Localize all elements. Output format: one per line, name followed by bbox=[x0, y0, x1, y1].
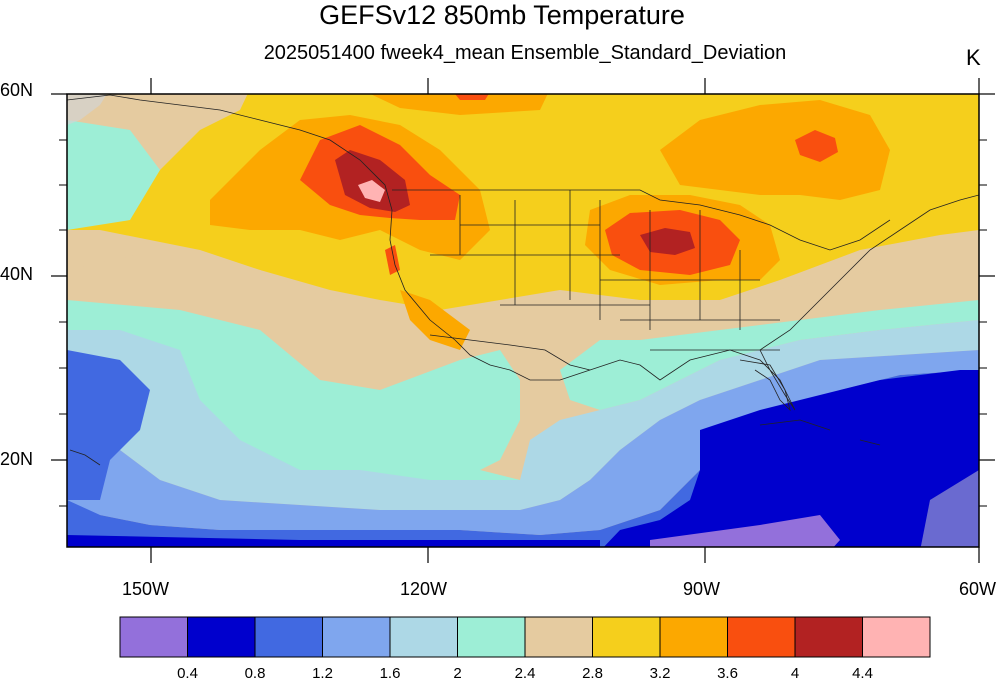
colorbar-swatch bbox=[524, 616, 593, 658]
colorbar-label: 1.6 bbox=[379, 665, 401, 682]
contour-darkblue-south bbox=[67, 535, 600, 547]
contour-north-green-left bbox=[67, 120, 160, 230]
contour-missing-west bbox=[67, 94, 107, 125]
colorbar-swatch bbox=[457, 616, 526, 658]
border-mexico bbox=[429, 334, 591, 371]
cuba bbox=[759, 419, 831, 431]
colorbar-label: 0.4 bbox=[177, 665, 198, 682]
contour-darkred-central bbox=[640, 228, 695, 255]
states-horizontals bbox=[430, 224, 780, 351]
contour-pink-max bbox=[358, 180, 385, 202]
contour-purple-south bbox=[650, 515, 840, 547]
hispaniola bbox=[859, 439, 881, 446]
lat-label-40n: 40N bbox=[0, 264, 34, 284]
lon-label-150w: 150W bbox=[122, 579, 170, 599]
contour-royalblue-west bbox=[67, 350, 150, 500]
colorbar-swatch bbox=[727, 616, 796, 658]
colorbar-label: 1.2 bbox=[312, 665, 333, 682]
contour-lightblue-band bbox=[67, 320, 979, 510]
florida bbox=[739, 359, 791, 412]
axis-ticks bbox=[51, 78, 995, 563]
colorbar-label: 0.8 bbox=[244, 665, 266, 682]
lon-label-90w: 90W bbox=[683, 579, 721, 599]
lon-label-60w: 60W bbox=[959, 579, 997, 599]
colorbar-swatch bbox=[119, 616, 188, 658]
colorbar-label: 2.4 bbox=[514, 665, 536, 682]
lat-label-60n: 60N bbox=[0, 80, 34, 100]
contour-mediumblue-band bbox=[67, 350, 979, 535]
colorbar-label: 2 bbox=[453, 665, 462, 682]
colorbar-label: 3.2 bbox=[649, 665, 671, 682]
colorbar-swatch bbox=[187, 616, 256, 658]
colorbar-swatch bbox=[659, 616, 728, 658]
colorbar-swatch bbox=[862, 616, 931, 658]
contour-darkblue-gulf bbox=[603, 370, 979, 547]
contour-orange-topstrip bbox=[370, 94, 548, 115]
border-canada bbox=[392, 189, 891, 251]
map-title: GEFSv12 850mb Temperature bbox=[319, 0, 685, 30]
colorbar-swatch bbox=[322, 616, 391, 658]
lon-label-120w: 120W bbox=[400, 579, 448, 599]
contour-green-east bbox=[560, 300, 979, 410]
land-outline bbox=[67, 94, 979, 466]
lat-label-20n: 20N bbox=[0, 449, 34, 469]
map-subtitle: 2025051400 fweek4_mean Ensemble_Standard… bbox=[263, 42, 787, 64]
colorbar-label: 3.6 bbox=[717, 665, 738, 682]
colorbar-swatch bbox=[389, 616, 458, 658]
units-label: K bbox=[966, 45, 981, 70]
colorbar-label: 4 bbox=[790, 665, 800, 682]
contour-redorange-top bbox=[455, 94, 489, 100]
contour-missing-east bbox=[920, 470, 979, 547]
contour-orange-northeast bbox=[660, 100, 890, 200]
minor-ticks bbox=[59, 139, 987, 507]
colorbar-label: 2.8 bbox=[582, 665, 603, 682]
contour-redorange-northeast bbox=[795, 130, 838, 162]
colorbar bbox=[119, 616, 931, 658]
colorbar-label: 4.4 bbox=[852, 665, 873, 682]
contour-field bbox=[67, 94, 979, 547]
hawaii bbox=[69, 449, 101, 466]
colorbar-swatch bbox=[794, 616, 863, 658]
map-frame bbox=[66, 93, 980, 548]
colorbar-swatch bbox=[254, 616, 323, 658]
colorbar-swatch bbox=[592, 616, 661, 658]
